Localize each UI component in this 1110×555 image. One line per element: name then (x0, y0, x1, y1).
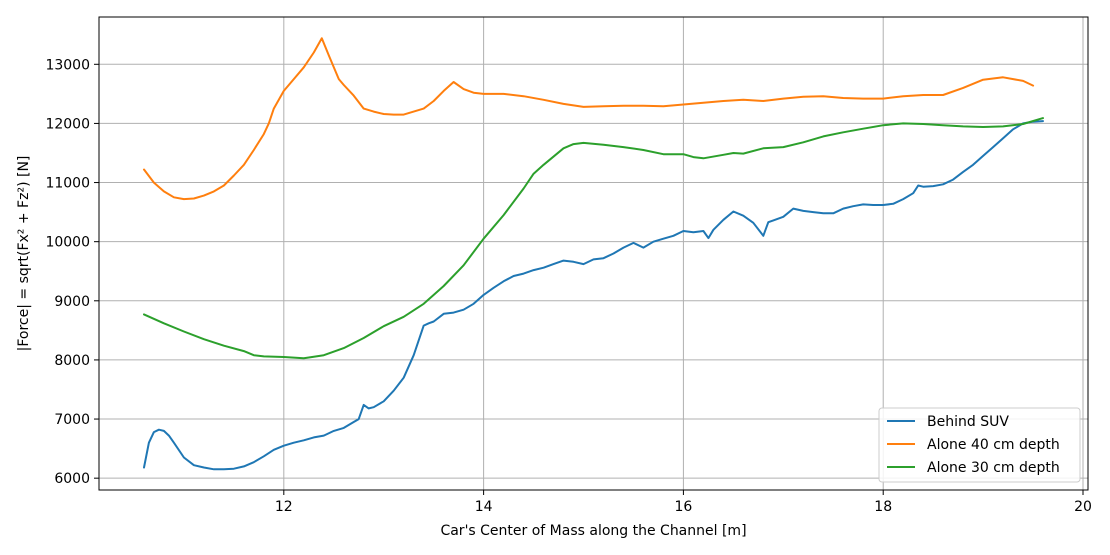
x-tick-label: 12 (275, 499, 293, 515)
plot-series (143, 37, 1044, 471)
x-axis-label: Car's Center of Mass along the Channel [… (440, 523, 746, 539)
x-tick-label: 20 (1074, 499, 1092, 515)
legend: Behind SUV Alone 40 cm depth Alone 30 cm d… (878, 407, 1081, 483)
x-tick-label: 16 (674, 499, 692, 515)
x-tick-label: 18 (874, 499, 892, 515)
legend-label: Alone 40 cm depth (927, 437, 1060, 453)
legend-label: Behind SUV (927, 414, 1009, 430)
legend-label: Alone 30 cm depth (927, 460, 1060, 476)
y-tick-label: 11000 (45, 176, 90, 192)
series-line-3 (143, 117, 1044, 360)
y-tick-label: 10000 (45, 235, 90, 251)
y-tick-label: 12000 (45, 116, 90, 132)
y-tick-label: 6000 (54, 471, 90, 487)
y-tick-label: 13000 (45, 57, 90, 73)
y-axis: 6000 7000 8000 9000 10000 11000 12000 13000 (45, 57, 99, 487)
series-line-2 (143, 37, 1035, 201)
x-axis: 12 14 16 18 20 (275, 490, 1092, 515)
x-tick-label: 14 (475, 499, 493, 515)
legend-box (878, 407, 1081, 483)
series-line-1 (143, 120, 1044, 471)
grid-lines (99, 17, 1088, 490)
y-tick-label: 8000 (54, 353, 90, 369)
plot-frame (98, 16, 1089, 491)
y-axis-label: |Force| = sqrt(Fx² + Fz²) [N] (16, 156, 32, 352)
y-tick-label: 9000 (54, 294, 90, 310)
y-tick-label: 7000 (54, 412, 90, 428)
